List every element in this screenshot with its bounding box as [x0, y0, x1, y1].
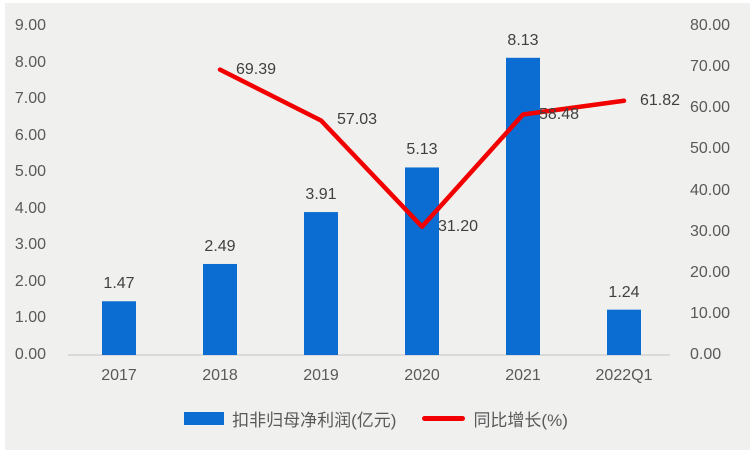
line-label-2021: 58.48 — [539, 105, 580, 123]
y-left-tick-7.00: 7.00 — [14, 90, 46, 108]
bar-2018 — [203, 263, 237, 355]
bar-2017 — [102, 301, 136, 355]
x-label-2020: 2020 — [404, 367, 440, 384]
legend-line-label: 同比增长(%) — [473, 411, 568, 430]
y-left-tick-6.00: 6.00 — [14, 126, 46, 144]
y-right-tick-80.00: 80.00 — [690, 17, 731, 34]
line-label-2018: 69.39 — [236, 60, 277, 78]
y-left-tick-4.00: 4.00 — [14, 199, 46, 217]
bar-2020 — [405, 167, 439, 355]
bar-label-2017: 1.47 — [103, 275, 135, 293]
chart-background — [5, 3, 750, 450]
x-label-2021: 2021 — [505, 367, 541, 384]
y-left-tick-0.00: 0.00 — [14, 346, 46, 363]
y-right-tick-50.00: 50.00 — [690, 140, 731, 158]
y-left-tick-3.00: 3.00 — [14, 236, 46, 254]
line-label-2020: 31.20 — [438, 217, 479, 235]
legend-item-bar: 扣非归母净利润(亿元) — [184, 406, 396, 431]
legend-bar-swatch-icon — [184, 412, 225, 425]
y-left-tick-8.00: 8.00 — [14, 53, 46, 71]
x-label-2019: 2019 — [303, 367, 339, 384]
y-left-tick-9.00: 9.00 — [14, 17, 46, 34]
bar-label-2021: 8.13 — [507, 31, 539, 49]
bar-label-2019: 3.91 — [305, 186, 337, 204]
y-right-tick-20.00: 20.00 — [690, 263, 731, 281]
y-right-tick-10.00: 10.00 — [690, 304, 731, 322]
bar-label-2020: 5.13 — [406, 141, 438, 159]
y-left-tick-2.00: 2.00 — [14, 272, 46, 290]
line-label-2019: 57.03 — [337, 111, 378, 129]
bar-label-2022Q1: 1.24 — [608, 283, 640, 301]
legend-bar-label: 扣非归母净利润(亿元) — [232, 411, 397, 430]
line-label-2022Q1: 61.82 — [640, 91, 681, 109]
bar-label-2018: 2.49 — [204, 237, 236, 255]
y-right-tick-70.00: 70.00 — [690, 58, 731, 76]
y-right-tick-0.00: 0.00 — [690, 346, 722, 363]
y-right-tick-40.00: 40.00 — [690, 181, 731, 199]
legend-line-swatch-icon — [422, 416, 466, 421]
x-label-2017: 2017 — [101, 367, 137, 384]
bar-2019 — [304, 212, 338, 355]
y-left-tick-5.00: 5.00 — [14, 163, 46, 181]
y-right-tick-30.00: 30.00 — [690, 222, 731, 240]
x-label-2018: 2018 — [202, 367, 238, 384]
bar-2021 — [506, 57, 540, 355]
growth-line — [217, 67, 627, 229]
legend: 扣非归母净利润(亿元) 同比增长(%) — [0, 406, 752, 431]
y-right-tick-60.00: 60.00 — [690, 99, 731, 117]
bar-2022Q1 — [607, 309, 641, 355]
x-label-2022Q1: 2022Q1 — [595, 367, 653, 384]
legend-item-line: 同比增长(%) — [422, 406, 568, 431]
y-left-tick-1.00: 1.00 — [14, 309, 46, 327]
